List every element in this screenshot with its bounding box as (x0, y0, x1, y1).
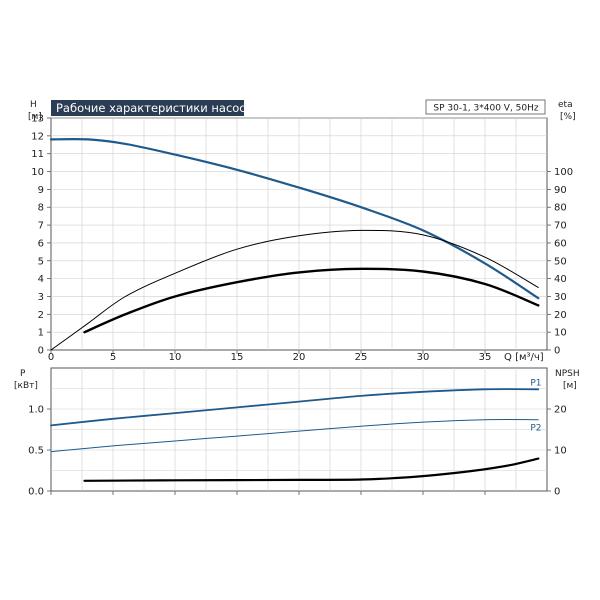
eta-tick-label: 70 (554, 221, 567, 232)
info-text: SP 30-1, 3*400 V, 50Hz (433, 104, 539, 114)
q-tick-label: 15 (231, 352, 244, 363)
h-tick-label: 0 (38, 346, 44, 357)
h-tick-label: 9 (38, 185, 44, 196)
eta-tick-label: 90 (554, 185, 567, 196)
q-tick-label: 5 (110, 352, 116, 363)
p1-curve (50, 388, 540, 427)
h-axis-label: H (30, 100, 37, 110)
eta-tick-label: 0 (554, 346, 560, 357)
q-axis-label: Q [м³/ч] (504, 352, 544, 363)
q-tick-label: 20 (293, 352, 306, 363)
p2-curve (50, 419, 539, 453)
p-axis-label: P (20, 369, 26, 379)
eta-tick-label: 30 (554, 292, 567, 303)
p2-series-label: P2 (530, 424, 541, 434)
eta-tick-label: 50 (554, 256, 567, 267)
eta-tick-label: 100 (554, 167, 573, 178)
npsh-tick-label: 20 (554, 405, 567, 416)
npsh-axis-label: NPSH (555, 369, 580, 379)
h-tick-label: 5 (38, 256, 44, 267)
p-tick-label: 0.5 (28, 446, 44, 457)
q-tick-label: 0 (48, 352, 54, 363)
eta-axis-label: eta (558, 100, 573, 110)
title-bar (51, 100, 244, 116)
h-tick-label: 12 (31, 131, 44, 142)
npsh-tick-label: 10 (554, 446, 567, 457)
h-tick-label: 2 (38, 310, 44, 321)
p-tick-label: 0.0 (28, 487, 44, 498)
eta-tick-label: 40 (554, 274, 567, 285)
eta-thick-curve (83, 267, 540, 334)
npsh-tick-label: 0 (554, 487, 560, 498)
h-tick-label: 11 (31, 149, 44, 160)
eta-tick-label: 10 (554, 328, 567, 339)
H-curve (49, 137, 540, 300)
h-tick-label: 7 (38, 221, 44, 232)
npsh-curve (83, 457, 540, 482)
h-tick-label: 8 (38, 203, 44, 214)
h-tick-label: 13 (31, 114, 44, 125)
eta-thin-curve (50, 229, 539, 351)
h-axis-unit: [м] (28, 112, 42, 122)
info-box (425, 99, 546, 115)
p-tick-label: 1.0 (28, 405, 44, 416)
eta-tick-label: 60 (554, 238, 567, 249)
p1-series-label: P1 (530, 378, 541, 388)
npsh-axis-unit: [м] (563, 381, 577, 391)
q-tick-label: 30 (417, 352, 430, 363)
h-tick-label: 6 (38, 238, 44, 249)
eta-axis-unit: [%] (560, 112, 576, 122)
chart-title: Рабочие характеристики насоса (56, 101, 253, 115)
eta-tick-label: 20 (554, 310, 567, 321)
p-axis-unit: [кВт] (14, 381, 38, 391)
h-tick-label: 10 (31, 167, 44, 178)
eta-tick-label: 80 (554, 203, 567, 214)
q-tick-label: 10 (169, 352, 182, 363)
h-tick-label: 1 (38, 328, 44, 339)
q-tick-label: 35 (479, 352, 492, 363)
q-tick-label: 25 (355, 352, 368, 363)
h-tick-label: 4 (38, 274, 44, 285)
h-tick-label: 3 (38, 292, 44, 303)
